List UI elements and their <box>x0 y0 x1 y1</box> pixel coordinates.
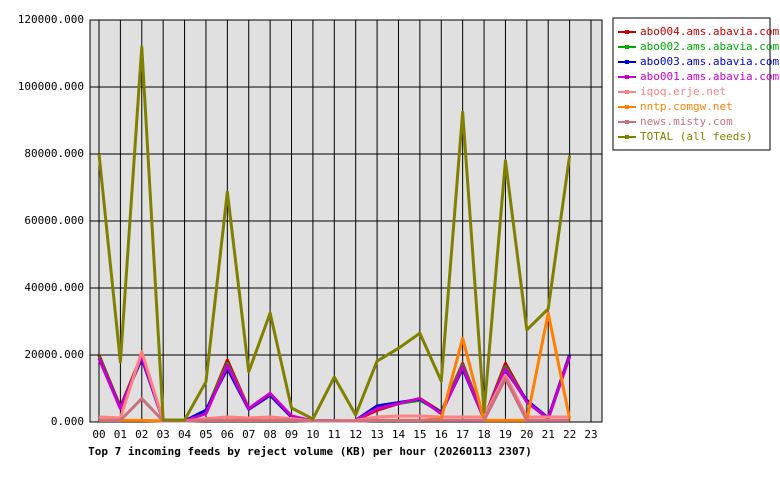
x-tick-label: 00 <box>92 428 105 441</box>
x-tick-label: 15 <box>413 428 426 441</box>
legend-marker <box>625 90 629 94</box>
legend-label: iqoq.erje.net <box>640 85 726 98</box>
legend-label: abo002.ams.abavia.com <box>640 40 779 53</box>
legend-label: TOTAL (all feeds) <box>640 130 753 143</box>
series-line <box>97 45 572 422</box>
legend <box>612 17 771 151</box>
legend-marker <box>625 60 629 64</box>
legend-marker <box>625 30 629 34</box>
x-tick-label: 01 <box>114 428 127 441</box>
x-tick-label: 19 <box>499 428 512 441</box>
y-tick-label: 0.000 <box>51 415 84 428</box>
x-tick-label: 14 <box>392 428 406 441</box>
y-tick-label: 20000.000 <box>24 348 84 361</box>
x-tick-label: 23 <box>584 428 597 441</box>
x-tick-label: 06 <box>221 428 234 441</box>
x-tick-label: 22 <box>563 428 576 441</box>
x-tick-label: 10 <box>306 428 319 441</box>
y-tick-label: 40000.000 <box>24 281 84 294</box>
legend-marker <box>625 75 629 79</box>
x-tick-label: 09 <box>285 428 298 441</box>
x-tick-label: 12 <box>349 428 362 441</box>
legend-label: abo003.ams.abavia.com <box>640 55 779 68</box>
y-tick-label: 100000.000 <box>18 80 84 93</box>
legend-label: nntp.comgw.net <box>640 100 733 113</box>
legend-label: abo001.ams.abavia.com <box>640 70 779 83</box>
x-tick-label: 18 <box>477 428 490 441</box>
x-tick-label: 17 <box>456 428 469 441</box>
legend-label: abo004.ams.abavia.com <box>640 25 779 38</box>
x-tick-label: 03 <box>157 428 170 441</box>
x-tick-label: 20 <box>520 428 533 441</box>
x-tick-label: 08 <box>264 428 277 441</box>
legend-marker <box>625 135 629 139</box>
legend-marker <box>625 105 629 109</box>
y-tick-label: 80000.000 <box>24 147 84 160</box>
x-tick-label: 05 <box>199 428 212 441</box>
x-tick-label: 04 <box>178 428 192 441</box>
x-tick-label: 16 <box>435 428 448 441</box>
x-tick-label: 13 <box>370 428 383 441</box>
chart-title: Top 7 incoming feeds by reject volume (K… <box>88 445 532 458</box>
x-tick-label: 07 <box>242 428 255 441</box>
y-tick-label: 120000.000 <box>18 13 84 26</box>
x-tick-label: 02 <box>135 428 148 441</box>
x-tick-label: 21 <box>542 428 555 441</box>
x-tick-label: 11 <box>328 428 341 441</box>
legend-marker <box>625 45 629 49</box>
y-tick-label: 60000.000 <box>24 214 84 227</box>
legend-marker <box>625 120 629 124</box>
legend-label: news.misty.com <box>640 115 733 128</box>
